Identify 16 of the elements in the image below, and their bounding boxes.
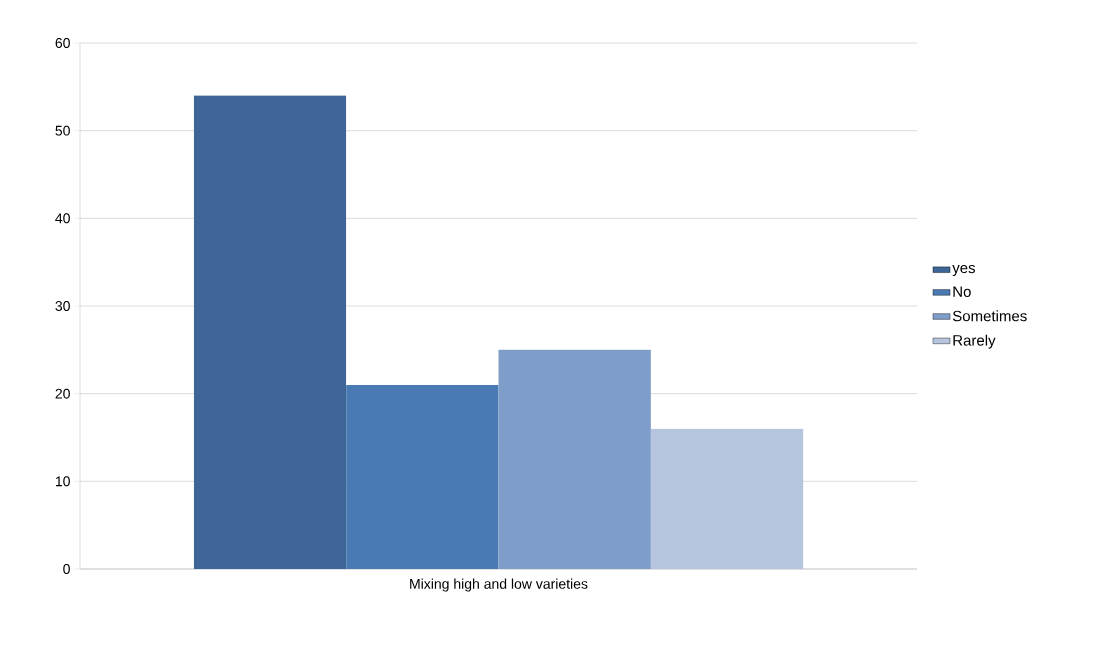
y-tick-label: 60 <box>55 38 70 48</box>
x-tick-label: Mixing high and low varieties <box>410 578 588 592</box>
bar <box>498 349 651 569</box>
bar <box>346 384 499 569</box>
legend-label: Sometimes <box>952 310 1027 322</box>
legend-label: yes <box>952 264 976 277</box>
legend-label: No <box>953 286 971 297</box>
bar <box>650 428 804 569</box>
bar <box>193 95 347 569</box>
y-tick-label: 20 <box>55 388 70 399</box>
y-tick-label: 30 <box>55 301 70 311</box>
y-tick-label: 10 <box>55 476 70 487</box>
legend-label: Rarely <box>953 334 996 349</box>
y-tick-label: 0 <box>63 564 70 574</box>
y-tick-label: 40 <box>55 213 70 224</box>
y-tick-label: 50 <box>55 125 70 136</box>
